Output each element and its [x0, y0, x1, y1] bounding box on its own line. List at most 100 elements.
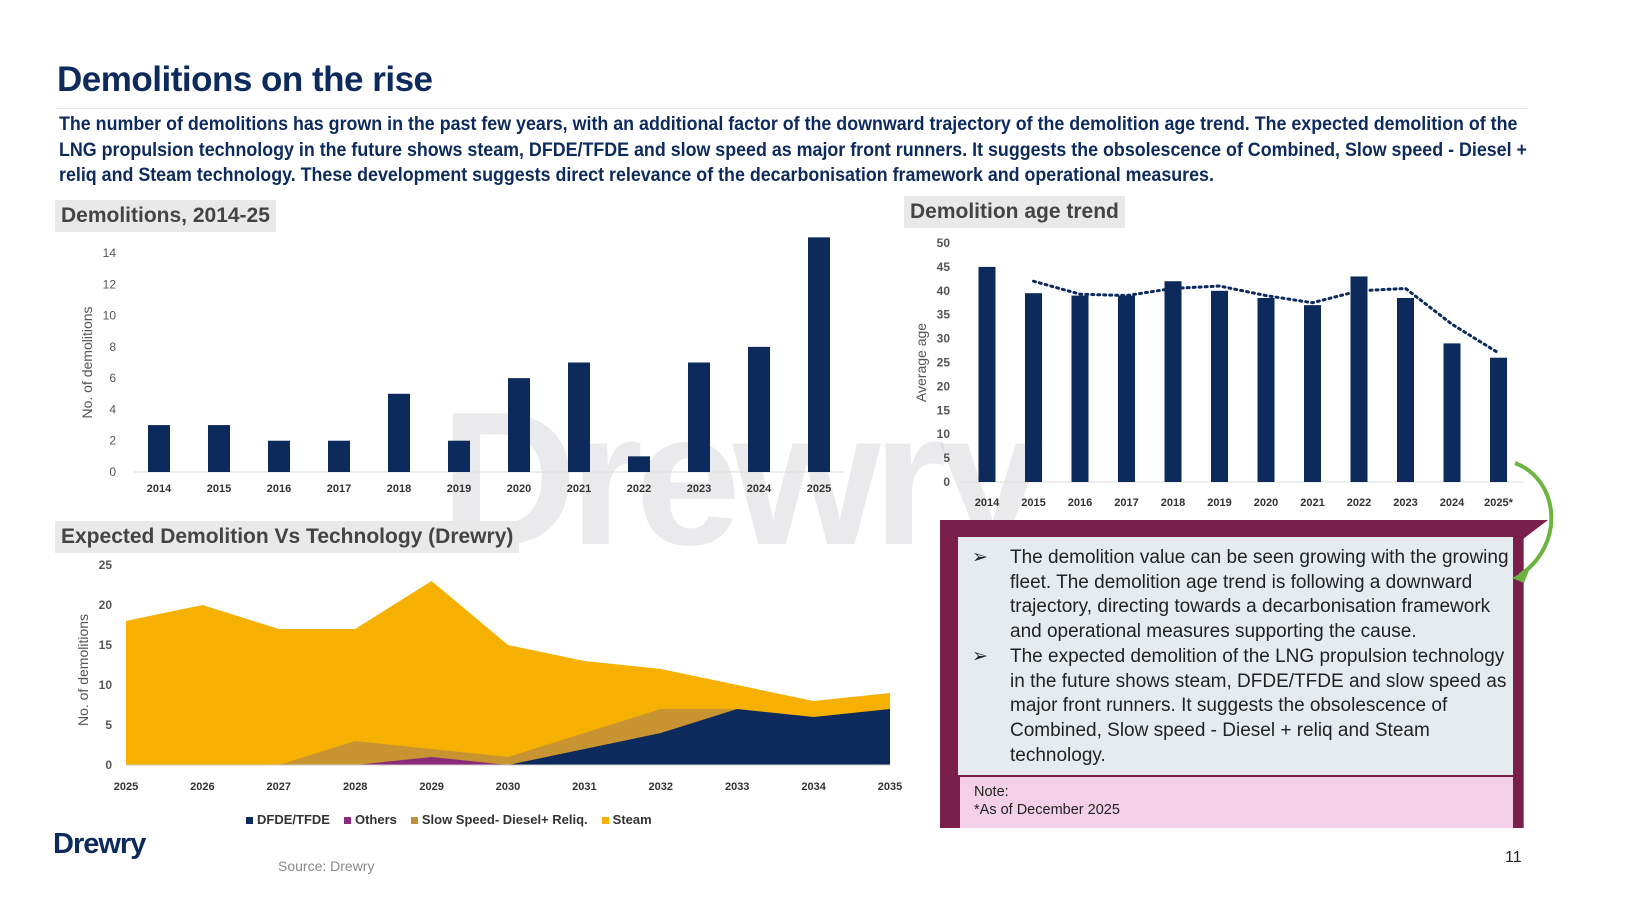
y-axis-label: No. of demolitions — [75, 614, 91, 726]
y-tick-label: 40 — [937, 284, 951, 298]
note-text: *As of December 2025 — [974, 802, 1120, 818]
y-tick-label: 15 — [937, 403, 951, 417]
divider — [57, 108, 1527, 109]
x-tick-label: 2015 — [207, 483, 231, 495]
curved-arrow-icon — [1514, 461, 1554, 577]
y-tick-label: 35 — [937, 308, 951, 322]
x-tick-label: 2030 — [496, 781, 520, 793]
bar — [688, 362, 710, 472]
y-tick-label: 20 — [99, 598, 113, 612]
x-tick-label: 2018 — [387, 483, 411, 495]
bar — [808, 237, 830, 472]
bar — [328, 440, 350, 472]
callout-bullet: ➢ The demolition value can be seen growin… — [958, 546, 1513, 645]
x-tick-label: 2032 — [649, 781, 673, 793]
legend-label: Others — [354, 812, 397, 827]
callout-panel: ➢ The demolition value can be seen growin… — [958, 537, 1513, 775]
x-tick-label: 2017 — [327, 483, 351, 495]
legend-swatch — [246, 817, 253, 824]
arrow-bullet-icon: ➢ — [972, 547, 988, 568]
legend-swatch — [601, 817, 609, 824]
drewry-logo: Drewry — [53, 828, 146, 860]
bar — [748, 346, 770, 472]
bar — [1397, 297, 1414, 482]
x-tick-label: 2022 — [627, 483, 651, 495]
y-tick-label: 0 — [109, 465, 116, 479]
bullet-text: The expected demolition of the LNG propu… — [1010, 645, 1507, 766]
x-tick-label: 2021 — [1300, 497, 1324, 509]
legend-item: Steam — [601, 812, 652, 827]
bar — [268, 440, 290, 472]
x-tick-label: 2033 — [725, 781, 749, 793]
y-tick-label: 12 — [103, 277, 117, 291]
y-tick-label: 20 — [937, 379, 951, 393]
y-tick-label: 25 — [937, 356, 951, 370]
intro-text: The number of demolitions has grown in t… — [59, 114, 1527, 186]
bar — [978, 266, 996, 482]
legend-label: DFDE/TFDE — [257, 812, 330, 827]
x-tick-label: 2024 — [747, 483, 772, 495]
x-tick-label: 2025* — [1484, 497, 1513, 509]
legend-label: Slow Speed- Diesel+ Reliq. — [421, 812, 588, 827]
y-axis-label: No. of demolitions — [79, 306, 95, 418]
y-tick-label: 15 — [99, 638, 113, 652]
bar — [208, 425, 230, 472]
y-tick-label: 50 — [937, 236, 951, 250]
x-tick-label: 2017 — [1114, 497, 1138, 509]
y-axis-label: Average age — [913, 323, 929, 402]
x-tick-label: 2025 — [807, 483, 831, 495]
x-tick-label: 2035 — [878, 781, 902, 793]
x-tick-label: 2028 — [343, 781, 367, 793]
y-tick-label: 0 — [943, 475, 950, 489]
legend-swatch — [410, 817, 418, 824]
chart3-title: Expected Demolition Vs Technology (Drewr… — [55, 521, 520, 553]
y-tick-label: 45 — [937, 260, 951, 274]
x-tick-label: 2027 — [267, 781, 291, 793]
arrow-head-icon — [1512, 568, 1530, 583]
bar — [1443, 343, 1461, 482]
chart3-legend: DFDE/TFDE Others Slow Speed- Diesel+ Rel… — [246, 812, 652, 827]
bar — [508, 378, 530, 472]
bar — [148, 425, 170, 472]
bar — [1350, 276, 1368, 482]
x-tick-label: 2020 — [507, 483, 531, 495]
source-note: Source: Drewry — [278, 858, 375, 874]
y-tick-label: 14 — [103, 246, 117, 260]
note-label: Note: — [974, 784, 1009, 800]
bar — [1304, 305, 1321, 482]
chart2-title: Demolition age trend — [904, 196, 1125, 228]
bullet-text: The demolition value can be seen growing… — [1010, 547, 1509, 643]
bar — [1118, 295, 1135, 482]
x-tick-label: 2024 — [1440, 497, 1465, 509]
y-tick-label: 6 — [109, 371, 116, 385]
x-tick-label: 2016 — [1068, 497, 1092, 509]
x-tick-label: 2019 — [1207, 497, 1231, 509]
bar — [448, 440, 470, 472]
bar — [1025, 293, 1042, 482]
x-tick-label: 2014 — [147, 483, 172, 495]
trend-line — [1032, 279, 1500, 355]
arrow-bullet-icon: ➢ — [972, 645, 988, 667]
page-title: Demolitions on the rise — [57, 60, 433, 99]
x-tick-label: 2021 — [567, 483, 591, 495]
legend-swatch — [343, 817, 351, 824]
y-tick-label: 25 — [99, 558, 113, 572]
x-tick-label: 2018 — [1161, 497, 1185, 509]
y-tick-label: 4 — [109, 402, 116, 416]
y-tick-label: 5 — [105, 718, 112, 732]
bar — [1257, 297, 1275, 482]
y-tick-label: 0 — [105, 758, 112, 772]
y-tick-label: 10 — [103, 309, 117, 323]
legend-item: Others — [343, 812, 397, 827]
y-tick-label: 10 — [99, 678, 113, 692]
x-tick-label: 2023 — [1393, 497, 1417, 509]
chart1-title: Demolitions, 2014-25 — [55, 200, 276, 232]
y-tick-label: 30 — [937, 332, 951, 346]
x-tick-label: 2016 — [267, 483, 291, 495]
y-tick-label: 10 — [937, 427, 951, 441]
x-tick-label: 2034 — [801, 781, 826, 793]
y-tick-label: 5 — [943, 451, 950, 465]
x-tick-label: 2020 — [1254, 497, 1278, 509]
note-panel: Note: *As of December 2025 — [960, 777, 1513, 828]
